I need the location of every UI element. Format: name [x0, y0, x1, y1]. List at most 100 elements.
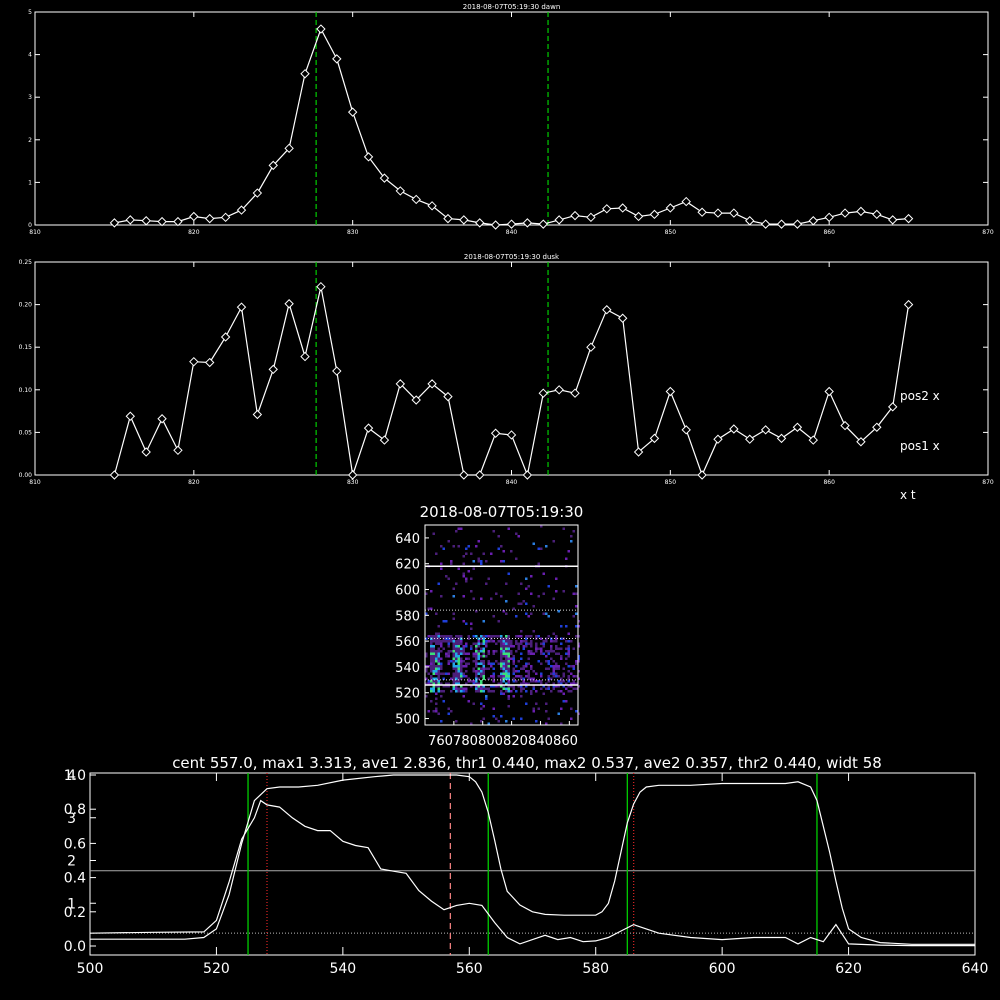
- heatmap-cell: [500, 637, 503, 640]
- heatmap-cell: [537, 680, 540, 683]
- heatmap-cell: [502, 660, 505, 663]
- heatmap-cell: [447, 577, 450, 580]
- heatmap-cell: [485, 635, 488, 638]
- heatmap-cell: [430, 640, 433, 643]
- heatmap-cell: [455, 720, 458, 723]
- x-tick-label: 600: [709, 961, 736, 977]
- heatmap-cell: [442, 620, 445, 623]
- heatmap-cell: [517, 592, 520, 595]
- heatmap-cell: [460, 660, 463, 663]
- data-point: [729, 424, 739, 434]
- heatmap-cell: [440, 645, 443, 648]
- data-point: [443, 213, 453, 224]
- heatmap-cell: [555, 590, 558, 593]
- plot-frame: [89, 772, 976, 956]
- heatmap-cell: [552, 672, 555, 675]
- data-point: [236, 302, 247, 312]
- heatmap-cell: [552, 687, 555, 690]
- heatmap-cell: [460, 667, 463, 670]
- heatmap-cell: [435, 670, 438, 673]
- heatmap-cell: [552, 682, 555, 685]
- heatmap-cell: [542, 685, 545, 688]
- heatmap-cell: [572, 675, 575, 678]
- heatmap-cell: [567, 647, 570, 650]
- heatmap-cell: [545, 667, 548, 670]
- heatmap-cell: [462, 620, 465, 623]
- heatmap-cell: [575, 585, 578, 588]
- heatmap-cell: [570, 690, 573, 693]
- heatmap-cell: [505, 675, 508, 678]
- heatmap-cell: [465, 675, 468, 678]
- heatmap-cell: [437, 640, 440, 643]
- heatmap-cell: [477, 682, 480, 685]
- data-point: [252, 188, 263, 198]
- heatmap-cell: [527, 652, 530, 655]
- heatmap-cell: [542, 652, 545, 655]
- heatmap-cell: [505, 650, 508, 653]
- heatmap-cell: [522, 645, 525, 648]
- data-point: [475, 218, 485, 228]
- heatmap-cell: [442, 635, 445, 638]
- x-tick-label: 840: [506, 479, 518, 486]
- heatmap-cell: [502, 550, 505, 553]
- heatmap-cell: [555, 652, 558, 655]
- heatmap-cell: [512, 645, 515, 648]
- heatmap-cell: [507, 695, 510, 698]
- heatmap-cell: [480, 672, 483, 675]
- heatmap-cell: [452, 655, 455, 658]
- heatmap-cell: [475, 660, 478, 663]
- heatmap-cell: [427, 672, 430, 675]
- heatmap-cell: [570, 682, 573, 685]
- heatmap-cell: [567, 655, 570, 658]
- heatmap-cell: [452, 675, 455, 678]
- heatmap-cell: [545, 650, 548, 653]
- heatmap-cell: [447, 652, 450, 655]
- data-point: [347, 107, 358, 117]
- heatmap-cell: [445, 655, 448, 658]
- heatmap-cell: [460, 675, 463, 678]
- heatmap-cell: [440, 672, 443, 675]
- heatmap-cell: [507, 675, 510, 678]
- heatmap-cell: [430, 657, 433, 660]
- heatmap-cell: [457, 662, 460, 665]
- heatmap-cell: [527, 670, 530, 673]
- heatmap-cell: [557, 652, 560, 655]
- heatmap-cell: [525, 602, 528, 605]
- heatmap-cell: [457, 687, 460, 690]
- heatmap-cell: [552, 670, 555, 673]
- data-point: [697, 470, 707, 480]
- heatmap-cell: [435, 680, 438, 683]
- heatmap-cell: [540, 642, 543, 645]
- heatmap-cell: [447, 655, 450, 658]
- heatmap-cell: [492, 640, 495, 643]
- heatmap-cell: [437, 662, 440, 665]
- heatmap-cell: [560, 642, 563, 645]
- data-point: [713, 208, 723, 218]
- heatmap-cell: [455, 685, 458, 688]
- heatmap-cell: [482, 552, 485, 555]
- heatmap-cell: [440, 545, 443, 548]
- heatmap-cell: [427, 635, 430, 638]
- y-tick-label: 600: [395, 584, 420, 599]
- heatmap-cell: [515, 670, 518, 673]
- heatmap-cell: [525, 670, 528, 673]
- heatmap-cell: [445, 575, 448, 578]
- heatmap-cell: [480, 560, 483, 563]
- heatmap-cell: [537, 547, 540, 550]
- heatmap-cell: [482, 620, 485, 623]
- heatmap-cell: [475, 690, 478, 693]
- heatmap-cell: [457, 657, 460, 660]
- heatmap-cell: [425, 637, 428, 640]
- heatmap-cell: [430, 665, 433, 668]
- heatmap-cell: [455, 655, 458, 658]
- heatmap-cell: [540, 662, 543, 665]
- heatmap-cell: [457, 655, 460, 658]
- data-point: [363, 152, 374, 162]
- heatmap-cell: [512, 672, 515, 675]
- x-tick-label: 620: [835, 961, 862, 977]
- heatmap-cell: [435, 707, 438, 710]
- heatmap-cell: [507, 657, 510, 660]
- heatmap-cell: [535, 690, 538, 693]
- heatmap-cell: [447, 650, 450, 653]
- y-tick-label: 520: [395, 687, 420, 702]
